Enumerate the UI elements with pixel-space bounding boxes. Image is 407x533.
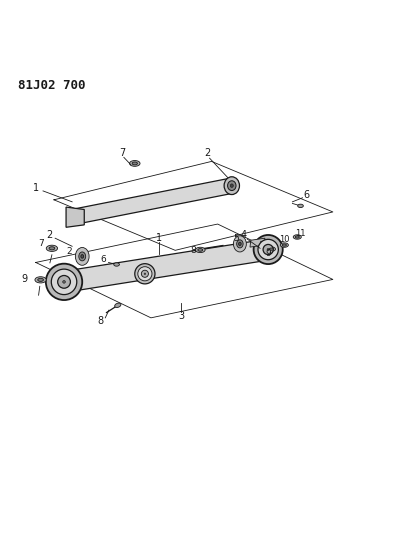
Ellipse shape (51, 269, 77, 295)
Polygon shape (260, 241, 268, 251)
Ellipse shape (81, 255, 83, 258)
Text: 2: 2 (66, 247, 72, 256)
Ellipse shape (239, 242, 241, 246)
Text: 4: 4 (241, 230, 247, 240)
Ellipse shape (298, 204, 303, 207)
Polygon shape (62, 239, 270, 292)
Text: 10: 10 (279, 235, 290, 244)
Ellipse shape (38, 278, 44, 281)
Ellipse shape (254, 235, 283, 264)
Text: 5: 5 (233, 233, 239, 243)
Ellipse shape (282, 244, 287, 246)
Ellipse shape (267, 247, 276, 252)
Text: 7: 7 (38, 239, 44, 247)
Ellipse shape (129, 160, 140, 166)
Text: 11: 11 (295, 229, 306, 238)
Ellipse shape (46, 264, 82, 300)
Ellipse shape (49, 247, 55, 250)
Ellipse shape (63, 280, 66, 283)
Ellipse shape (224, 177, 239, 195)
Ellipse shape (144, 273, 146, 274)
Ellipse shape (79, 252, 85, 261)
Ellipse shape (230, 184, 233, 188)
Text: 7: 7 (119, 148, 125, 158)
Ellipse shape (58, 276, 70, 288)
Ellipse shape (233, 236, 246, 252)
Ellipse shape (75, 247, 89, 265)
Ellipse shape (269, 248, 274, 250)
Ellipse shape (135, 264, 155, 284)
Ellipse shape (141, 270, 149, 277)
Ellipse shape (132, 162, 138, 165)
Ellipse shape (198, 248, 203, 251)
Text: 1: 1 (156, 233, 162, 243)
Ellipse shape (236, 240, 243, 248)
Text: 9: 9 (22, 273, 28, 284)
Ellipse shape (46, 245, 57, 252)
Ellipse shape (267, 248, 269, 251)
Text: 6: 6 (101, 255, 106, 264)
Polygon shape (250, 238, 265, 247)
Ellipse shape (280, 243, 289, 247)
Polygon shape (66, 207, 84, 227)
Text: 81J02 700: 81J02 700 (18, 78, 85, 92)
Ellipse shape (293, 235, 301, 239)
Ellipse shape (263, 245, 273, 255)
Text: 9: 9 (265, 249, 271, 257)
Ellipse shape (115, 303, 121, 308)
Text: 1: 1 (33, 183, 39, 192)
Ellipse shape (195, 247, 205, 253)
Text: 6: 6 (304, 190, 310, 199)
Ellipse shape (114, 263, 119, 266)
Ellipse shape (295, 236, 299, 238)
Text: 3: 3 (178, 311, 184, 321)
Ellipse shape (138, 266, 152, 281)
Text: 2: 2 (46, 230, 52, 240)
Text: 8: 8 (97, 316, 103, 326)
Text: 8: 8 (190, 246, 196, 255)
Ellipse shape (35, 277, 46, 283)
Ellipse shape (228, 181, 236, 190)
Ellipse shape (258, 239, 278, 260)
Text: 2: 2 (204, 148, 211, 158)
Polygon shape (71, 178, 233, 225)
